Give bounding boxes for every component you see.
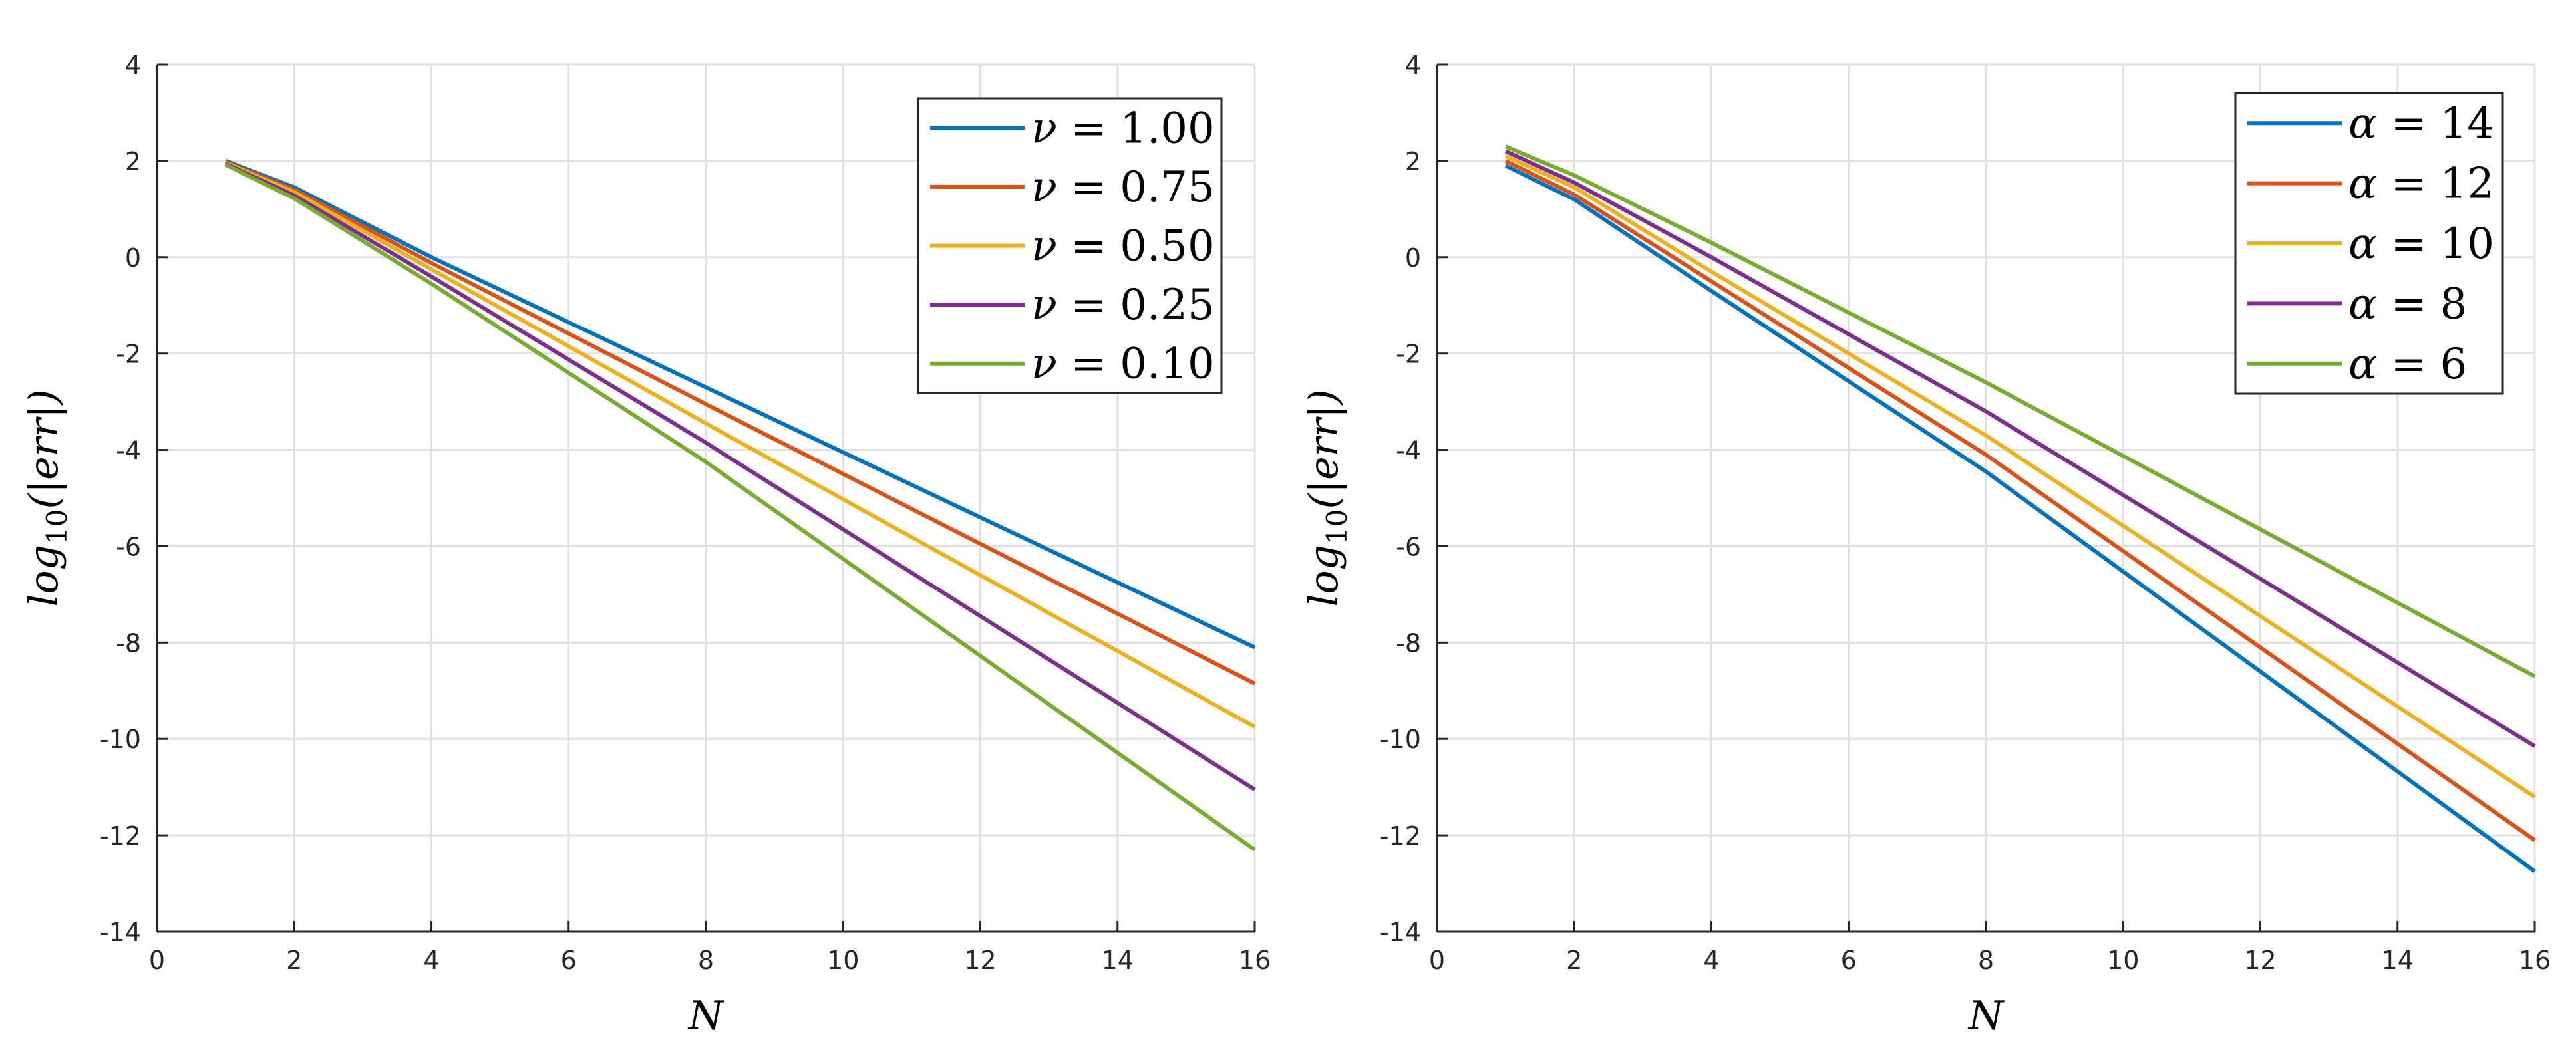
y-tick-label: 0 <box>125 243 141 273</box>
chart-left: 0 2 4 6 8 10 12 14 16 4 2 0 -2 -4 -6 -8 -10 -12 -14 Nlog10(… <box>21 51 1271 1039</box>
legend-entry: α = 12 <box>2348 160 2494 209</box>
x-tick-label: 14 <box>2382 946 2414 975</box>
legend-entry: α = 14 <box>2348 99 2494 148</box>
x-tick-label: 10 <box>2107 946 2139 975</box>
legend-entry: α = 6 <box>2348 340 2467 389</box>
legend-entry: ν = 0.50 <box>1031 222 1215 271</box>
chart-right: 0 2 4 6 8 10 12 14 16 4 2 0 -2 -4 -6 -8 -10 -12 -14 Nlog10(… <box>1301 51 2551 1039</box>
y-tick-label: -12 <box>1380 821 1421 850</box>
x-axis-label: N <box>687 993 725 1039</box>
legend-entry: ν = 0.10 <box>1031 340 1215 389</box>
y-tick-label: -14 <box>100 918 141 947</box>
x-tick-label: 16 <box>1239 946 1271 975</box>
x-tick-label: 4 <box>423 946 439 975</box>
y-tick-label: -2 <box>116 340 141 369</box>
series-line <box>1504 144 2536 678</box>
x-tick-label: 2 <box>286 946 302 975</box>
y-tick-label: 0 <box>1405 243 1421 273</box>
y-tick-label: -4 <box>116 436 141 465</box>
y-tick-label: 2 <box>1405 147 1421 176</box>
x-tick-label: 0 <box>1429 946 1445 975</box>
x-tick-label: 12 <box>2244 946 2276 975</box>
x-tick-label: 8 <box>1978 946 1994 975</box>
x-tick-label: 16 <box>2519 946 2551 975</box>
series-line <box>224 161 1256 729</box>
legend: α = 14 α = 12 α = 10 α = 8 α = 6 <box>2234 92 2504 395</box>
y-axis-label: log10(|err|) <box>1301 389 1353 606</box>
x-tick-label: 4 <box>1703 946 1719 975</box>
y-tick-label: -10 <box>100 725 141 754</box>
y-tick-label: -8 <box>1396 628 1421 658</box>
x-axis-label: N <box>1967 993 2005 1039</box>
x-tick-label: 12 <box>964 946 996 975</box>
y-tick-label: -6 <box>116 532 141 561</box>
y-tick-label: -14 <box>1380 918 1421 947</box>
series-line <box>1504 154 2536 799</box>
x-tick-label: 10 <box>827 946 859 975</box>
legend-entry: ν = 0.75 <box>1031 163 1215 212</box>
series-line <box>1504 159 2536 842</box>
series-line <box>1504 149 2536 748</box>
x-tick-label: 2 <box>1566 946 1582 975</box>
series-line <box>224 163 1256 852</box>
y-tick-label: 4 <box>125 51 141 80</box>
y-axis-label: log10(|err|) <box>21 389 73 606</box>
legend-entry: ν = 0.25 <box>1031 281 1215 330</box>
x-tick-label: 6 <box>1841 946 1857 975</box>
x-tick-label: 0 <box>149 946 165 975</box>
y-tick-label: -4 <box>1396 436 1421 465</box>
y-tick-label: -2 <box>1396 340 1421 369</box>
y-tick-label: 4 <box>1405 51 1421 80</box>
legend-entry: ν = 1.00 <box>1031 104 1215 153</box>
legend-entry: α = 8 <box>2348 279 2467 328</box>
series-line <box>1504 164 2536 873</box>
legend-entry: α = 10 <box>2348 219 2494 269</box>
legend: ν = 1.00 ν = 0.75 ν = 0.50 ν = 0.25 ν = 0.10 <box>917 97 1223 394</box>
y-tick-label: -8 <box>116 628 141 658</box>
y-tick-label: -12 <box>100 821 141 850</box>
x-tick-label: 14 <box>1102 946 1134 975</box>
y-tick-label: -6 <box>1396 532 1421 561</box>
series-line <box>224 162 1256 791</box>
y-tick-label: -10 <box>1380 725 1421 754</box>
x-tick-label: 6 <box>561 946 577 975</box>
x-tick-label: 8 <box>698 946 714 975</box>
y-tick-label: 2 <box>125 147 141 176</box>
